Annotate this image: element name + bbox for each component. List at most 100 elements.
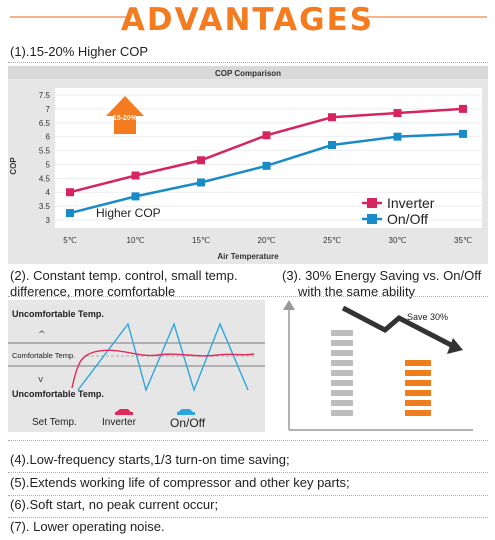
y-tick-label: 6.5	[39, 119, 51, 128]
inverter-bars	[405, 360, 431, 416]
badge-arrow	[106, 96, 144, 134]
data-point	[66, 209, 74, 218]
arrow-head-icon	[447, 338, 463, 354]
gray-bar-segment	[331, 390, 353, 396]
section2-heading-line1: (2). Constant temp. control, small temp.	[10, 268, 238, 283]
gray-bar-segment	[331, 410, 353, 416]
x-axis-label: Air Temperature	[217, 252, 279, 261]
gray-bar-segment	[331, 330, 353, 336]
car-icon-onoff	[177, 409, 195, 415]
y-axis-label: COP	[9, 157, 18, 175]
section2-heading-line2: difference, more comfortable	[10, 284, 176, 299]
data-point	[459, 129, 467, 138]
orange-bar-segment	[405, 380, 431, 386]
y-tick-label: 3.5	[39, 202, 51, 211]
chart-title: COP Comparison	[215, 69, 281, 78]
y-tick-label: 5	[46, 160, 51, 169]
gray-bar-segment	[331, 340, 353, 346]
x-ticks: 5℃ 10℃ 15℃ 20℃ 25℃ 30℃ 35℃	[63, 236, 472, 245]
chevron-down-icon: v	[38, 375, 44, 385]
data-point	[328, 141, 336, 149]
divider	[8, 495, 488, 496]
cop-comparison-chart: COP Comparison 3 3.5 4 4.5 5 5.5 6 6.5 7 7.5 5℃ 10…	[8, 66, 488, 264]
gray-bar-segment	[331, 400, 353, 406]
data-point	[197, 156, 205, 165]
divider	[8, 62, 488, 63]
chevron-up-icon: ^	[38, 330, 46, 340]
y-tick-label: 5.5	[39, 147, 51, 156]
legend-inverter-marker	[367, 198, 377, 208]
data-point	[262, 131, 271, 140]
inverter-label: Inverter	[102, 417, 137, 428]
series-lines	[66, 104, 467, 218]
orange-bar-segment	[405, 360, 431, 366]
legend	[362, 198, 382, 224]
data-point	[393, 109, 402, 118]
data-point	[459, 104, 467, 113]
data-point	[262, 161, 271, 170]
onoff-label: On/Off	[170, 416, 206, 430]
bullet-item: (6).Soft start, no peak current occur;	[10, 497, 219, 512]
y-tick-label: 7	[46, 105, 51, 114]
data-point	[328, 113, 336, 122]
section2-heading: (2). Constant temp. control, small temp.…	[10, 268, 260, 300]
bullet-item: (7). Lower operating noise.	[10, 519, 165, 534]
y-tick-label: 3	[46, 216, 51, 225]
temp-control-diagram: Uncomfortable Temp. ^ Comfortable Temp. …	[8, 300, 265, 432]
arrow-head-icon	[283, 300, 295, 310]
y-tick-label: 7.5	[39, 91, 51, 100]
legend-onoff-label: On/Off	[387, 211, 428, 227]
set-temp-label: Set Temp.	[32, 417, 77, 428]
data-point	[131, 192, 140, 201]
onoff-bars	[331, 330, 353, 416]
orange-bar-segment	[405, 410, 431, 416]
chart-title-bar	[8, 66, 488, 79]
higher-cop-annotation: Higher COP	[96, 206, 161, 220]
comfortable-label: Comfortable Temp.	[12, 351, 75, 360]
x-tick-label: 35℃	[454, 236, 472, 245]
legend-onoff-marker	[367, 214, 377, 224]
energy-saving-diagram: Save 30%	[283, 300, 473, 431]
bullet-item: (4).Low-frequency starts,1/3 turn-on tim…	[10, 452, 290, 467]
badge-text: 15-20%	[113, 115, 138, 122]
legend-inverter-label: Inverter	[387, 195, 435, 211]
section1-heading: (1).15-20% Higher COP	[10, 44, 148, 59]
section3-heading-line1: (3). 30% Energy Saving vs. On/Off	[282, 268, 482, 283]
decrease-arrow	[341, 305, 455, 349]
divider	[8, 440, 488, 441]
uncomfortable-top-label: Uncomfortable Temp.	[12, 309, 104, 319]
x-tick-label: 5℃	[63, 236, 76, 245]
divider	[8, 472, 488, 473]
x-tick-label: 30℃	[389, 236, 407, 245]
uncomfortable-bottom-label: Uncomfortable Temp.	[12, 389, 104, 399]
gray-bar-segment	[331, 380, 353, 386]
car-icon-inverter	[115, 409, 133, 415]
y-tick-label: 4	[46, 188, 51, 197]
gray-bar-segment	[331, 360, 353, 366]
data-point	[197, 178, 205, 187]
title-decoration	[10, 16, 487, 18]
gray-bar-segment	[331, 370, 353, 376]
inverter-curve	[71, 349, 255, 389]
x-tick-label: 10℃	[127, 236, 145, 245]
y-tick-label: 6	[46, 133, 51, 142]
y-ticks: 3 3.5 4 4.5 5 5.5 6 6.5 7 7.5	[39, 91, 51, 225]
data-point	[393, 132, 402, 141]
orange-bar-segment	[405, 390, 431, 396]
data-point	[66, 188, 74, 197]
x-tick-label: 25℃	[323, 236, 341, 245]
onoff-curve	[77, 321, 249, 393]
save-label: Save 30%	[407, 312, 448, 322]
orange-bar-segment	[405, 400, 431, 406]
section3-heading: (3). 30% Energy Saving vs. On/Off with t…	[282, 268, 492, 300]
orange-bar-segment	[405, 370, 431, 376]
title-banner: ADVANTAGES	[0, 0, 495, 42]
divider	[8, 296, 488, 297]
gray-bar-segment	[331, 350, 353, 356]
y-tick-label: 4.5	[39, 174, 51, 183]
x-tick-label: 20℃	[258, 236, 276, 245]
x-tick-label: 15℃	[192, 236, 210, 245]
data-point	[131, 171, 140, 180]
divider	[8, 517, 488, 518]
page-title: ADVANTAGES	[120, 2, 375, 38]
